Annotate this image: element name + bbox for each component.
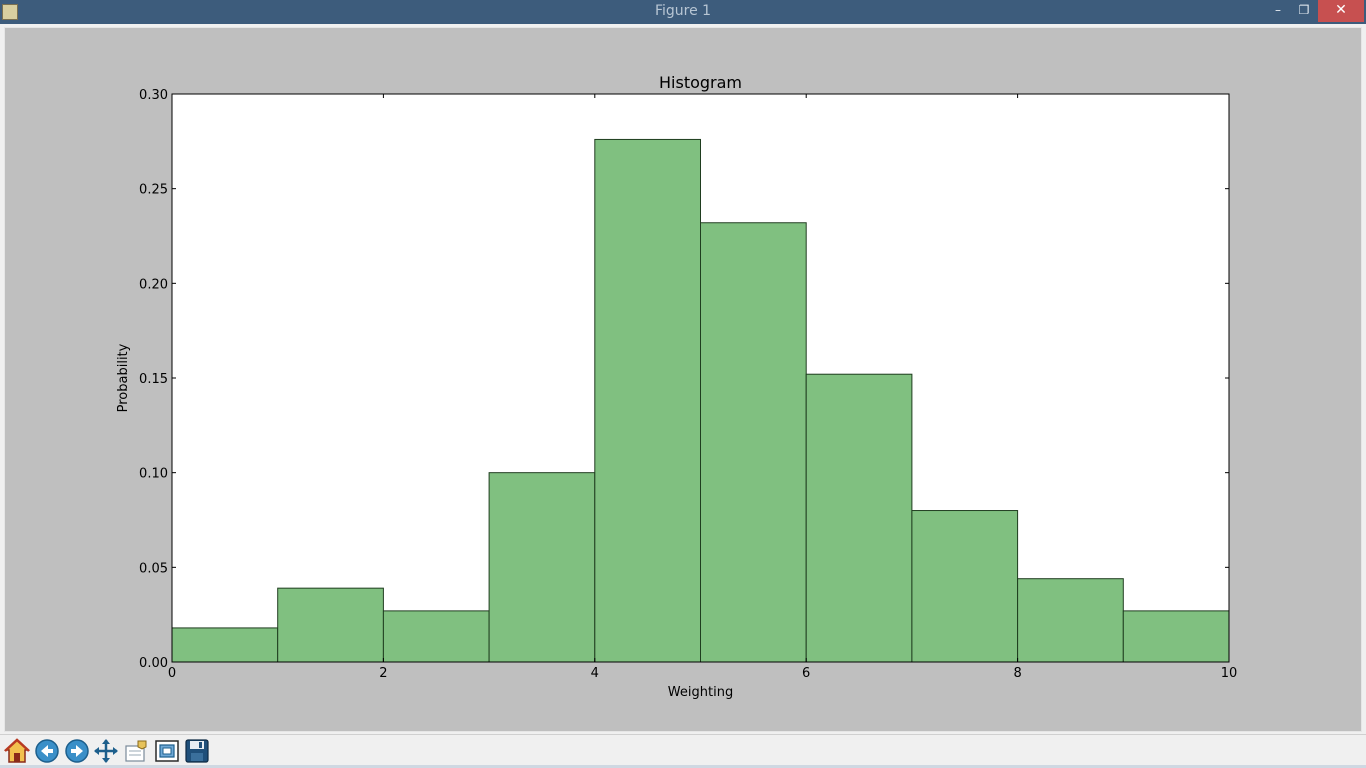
histogram-chart: 0 2 4 6 8 10 0.00 0.05 0.10 0.15 0.20 0.25 0.30 Hist…: [116, 73, 1237, 700]
x-tick-label: 10: [1221, 666, 1238, 681]
histogram-bar: [805, 373, 913, 663]
y-tick-label: 0.10: [139, 467, 168, 482]
y-tick-label: 0.00: [139, 656, 168, 671]
save-button[interactable]: [183, 737, 211, 765]
navigation-toolbar: [0, 734, 1366, 768]
x-axis-label: Weighting: [668, 685, 733, 700]
forward-icon: [65, 739, 89, 763]
y-axis-label: Probability: [116, 343, 131, 412]
configure-subplots-button[interactable]: [122, 737, 150, 765]
configure-subplots-icon: [125, 740, 147, 762]
pan-button[interactable]: [92, 737, 120, 765]
histogram-bar: [700, 222, 807, 663]
window-titlebar: Figure 1 – ❐ ✕: [0, 0, 1366, 24]
y-tick-label: 0.05: [139, 561, 168, 576]
x-tick-label: 8: [1013, 666, 1021, 681]
app-icon: [2, 4, 18, 20]
histogram-bar: [1122, 610, 1230, 663]
home-button[interactable]: [3, 737, 31, 765]
close-button[interactable]: ✕: [1318, 0, 1364, 22]
back-icon: [35, 739, 59, 763]
x-tick-label: 4: [591, 666, 599, 681]
histogram-bar: [1017, 578, 1124, 663]
histogram-bar: [171, 627, 279, 663]
window-title: Figure 1: [654, 3, 712, 19]
histogram-bar: [382, 610, 490, 663]
save-icon: [185, 739, 209, 763]
zoom-rect-button[interactable]: [153, 737, 181, 765]
forward-button[interactable]: [63, 737, 91, 765]
home-icon: [4, 738, 30, 763]
histogram-bar: [488, 472, 596, 663]
x-tick-label: 6: [802, 666, 810, 681]
axes-frame: [171, 93, 1230, 663]
y-tick-label: 0.15: [139, 372, 168, 387]
ticks-group: 0 2 4 6 8 10 0.00 0.05 0.10 0.15 0.20 0.25 0.30: [139, 88, 1237, 681]
back-button[interactable]: [33, 737, 61, 765]
y-tick-label: 0.20: [139, 277, 168, 292]
y-tick-label: 0.30: [139, 88, 168, 103]
x-tick-label: 2: [379, 666, 387, 681]
figure-canvas[interactable]: 0 2 4 6 8 10 0.00 0.05 0.10 0.15 0.20 0.25 0.30 Hist…: [4, 27, 1362, 732]
y-tick-label: 0.25: [139, 183, 168, 198]
pan-icon: [94, 739, 118, 763]
restore-button[interactable]: ❐: [1298, 3, 1310, 17]
zoom-rect-icon: [155, 740, 179, 762]
bars-group: [171, 138, 1230, 663]
minimize-button[interactable]: –: [1275, 3, 1281, 17]
histogram-bar: [277, 587, 384, 663]
chart-title: Histogram: [659, 73, 742, 92]
x-tick-label: 0: [168, 666, 176, 681]
histogram-bar: [911, 510, 1019, 663]
histogram-bar: [594, 138, 701, 663]
taskbar-edge: [0, 765, 1366, 768]
